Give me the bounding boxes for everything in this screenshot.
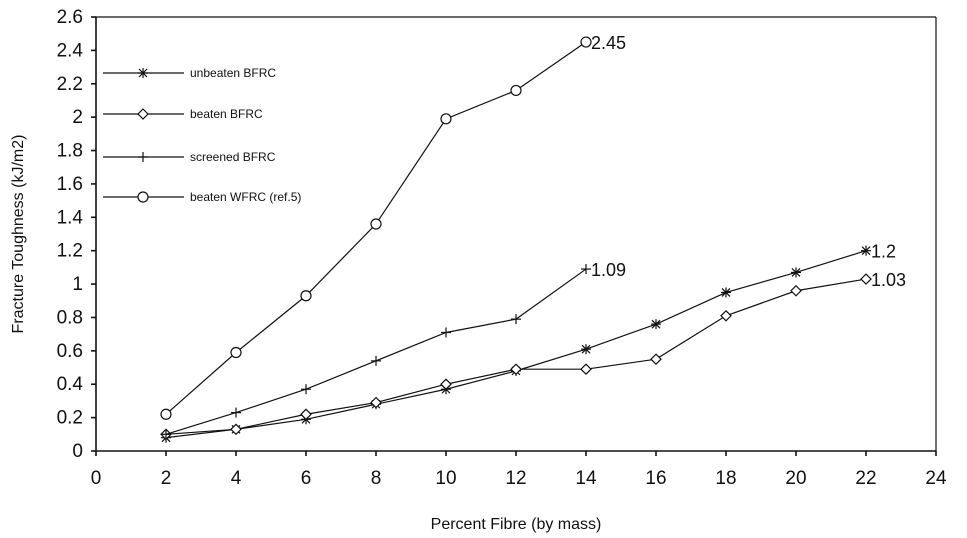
y-tick-label: 0.2 (57, 408, 83, 429)
data-point-circle (300, 290, 312, 302)
series-layer: 1.2 1.03 1.09 2.45 (160, 33, 906, 443)
series-4: 2.45 (160, 33, 626, 420)
x-tick-label: 8 (371, 468, 382, 489)
x-tick-label: 10 (435, 468, 456, 489)
x-axis-title: Percent Fibre (by mass) (431, 516, 602, 533)
data-point-diamond (137, 108, 149, 120)
data-point-asterisk (651, 319, 661, 330)
data-point-circle (370, 218, 382, 230)
data-point-diamond (720, 309, 732, 322)
y-tick-label: 1.8 (57, 141, 83, 162)
series-2: 1.03 (160, 270, 906, 441)
data-point-diamond (650, 353, 662, 366)
y-tick-label: 0.8 (57, 307, 83, 328)
y-tick-label: 2 (72, 107, 83, 128)
y-tick-label: 1.6 (57, 174, 83, 195)
data-point-plus (511, 314, 521, 325)
legend-label: beaten BFRC (190, 107, 263, 121)
series-line (165, 268, 587, 435)
legend: unbeaten BFRC beaten BFRC screened BFRC bea… (103, 66, 301, 204)
data-point-diamond (790, 284, 802, 297)
x-tick-label: 14 (575, 468, 597, 489)
x-tick-label: 22 (855, 468, 876, 489)
legend-label: beaten WFRC (ref.5) (190, 190, 301, 204)
data-point-plus (301, 384, 311, 395)
data-point-diamond (510, 363, 522, 376)
x-tick-label: 0 (91, 468, 102, 489)
data-point-circle (230, 346, 242, 359)
series-1: 1.2 (161, 242, 896, 443)
data-point-diamond (230, 423, 242, 436)
x-tick-label: 2 (161, 468, 172, 489)
data-label: 1.03 (871, 270, 906, 290)
legend-item: screened BFRC (103, 150, 276, 164)
data-point-diamond (860, 273, 872, 285)
data-point-plus (138, 152, 148, 162)
data-point-asterisk (861, 245, 871, 256)
x-tick-label: 4 (231, 468, 242, 489)
x-tick-label: 20 (785, 468, 806, 489)
y-tick-label: 2.6 (57, 7, 83, 28)
data-point-diamond (370, 396, 382, 409)
data-point-diamond (300, 408, 312, 421)
data-point-plus (231, 407, 241, 418)
data-point-circle (160, 408, 172, 420)
x-tick-label: 24 (925, 468, 947, 489)
x-tick-label: 12 (505, 468, 526, 489)
y-axis-title: Fracture Toughness (kJ/m2) (10, 135, 27, 334)
series-line (165, 250, 867, 439)
y-tick-label: 1.2 (57, 241, 83, 262)
data-point-plus (371, 355, 381, 366)
data-label: 2.45 (591, 33, 626, 53)
axis-ticks: 00.20.40.60.811.21.41.61.822.22.42.60 2 4 6… (57, 7, 947, 489)
data-point-plus (581, 264, 591, 275)
plot-frame (95, 16, 937, 452)
y-tick-label: 2.4 (57, 40, 84, 61)
data-point-plus (161, 429, 171, 440)
data-point-circle (440, 113, 452, 125)
y-tick-label: 0.4 (57, 374, 84, 395)
series-line (165, 278, 867, 435)
data-point-diamond (580, 363, 592, 376)
data-point-asterisk (791, 267, 801, 278)
y-tick-label: 0 (72, 441, 83, 462)
data-point-diamond (440, 378, 452, 391)
legend-item: beaten WFRC (ref.5) (103, 190, 301, 204)
data-point-circle (137, 191, 149, 203)
data-point-plus (441, 327, 451, 338)
data-point-asterisk (138, 68, 148, 78)
data-point-asterisk (581, 344, 591, 355)
legend-label: screened BFRC (190, 150, 276, 164)
data-point-circle (510, 84, 522, 97)
y-tick-label: 0.6 (57, 341, 83, 362)
data-point-asterisk (721, 287, 731, 298)
y-tick-label: 2.2 (57, 74, 83, 95)
x-tick-label: 16 (645, 468, 666, 489)
legend-item: beaten BFRC (103, 107, 263, 121)
data-label: 1.2 (871, 242, 896, 262)
x-tick-label: 18 (715, 468, 736, 489)
y-tick-label: 1 (72, 274, 83, 295)
data-label: 1.09 (591, 260, 626, 280)
y-tick-label: 1.4 (57, 207, 84, 228)
x-tick-label: 6 (301, 468, 312, 489)
legend-label: unbeaten BFRC (190, 66, 276, 80)
series-3: 1.09 (161, 260, 626, 440)
legend-item: unbeaten BFRC (103, 66, 276, 80)
data-point-circle (580, 36, 592, 48)
